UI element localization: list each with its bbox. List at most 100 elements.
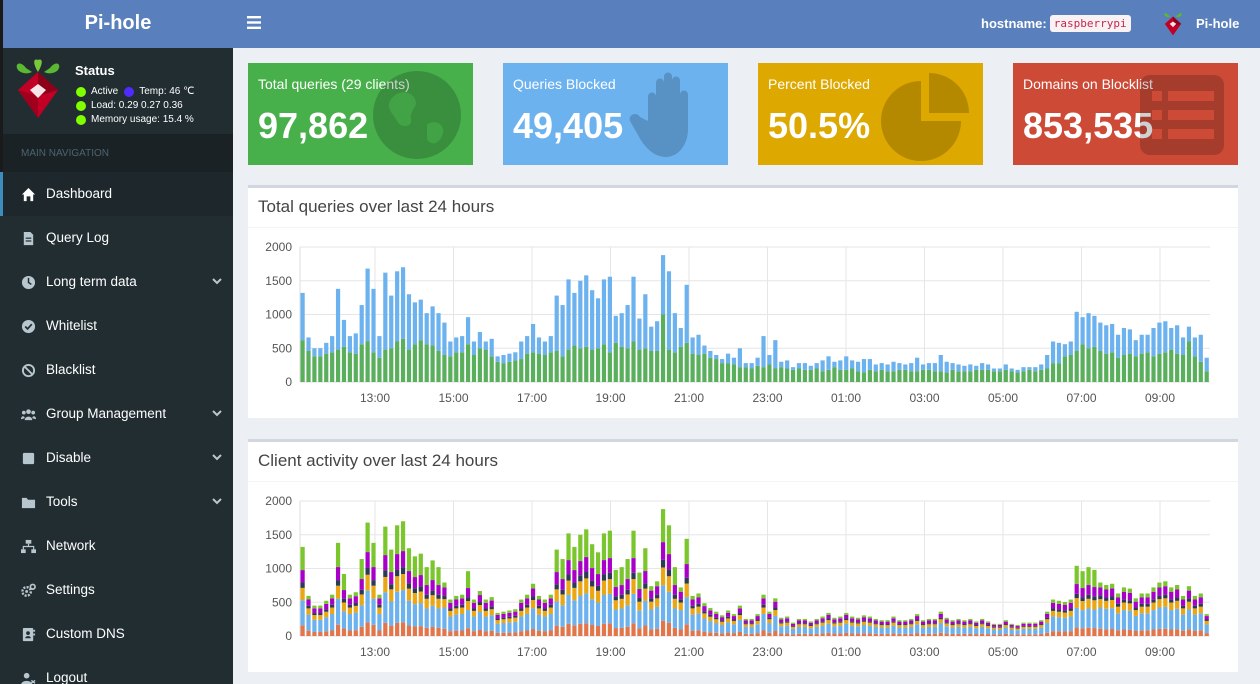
chart-bar-segment[interactable]: [1009, 626, 1014, 628]
chart-bar-segment[interactable]: [1175, 600, 1180, 609]
chart-bar-segment[interactable]: [448, 631, 453, 636]
chart-bar[interactable]: [601, 279, 607, 345]
chart-bar-segment[interactable]: [465, 601, 471, 611]
nav-whitelist[interactable]: Whitelist: [0, 304, 233, 348]
chart-bar-segment[interactable]: [554, 589, 559, 602]
chart-bar-segment[interactable]: [1074, 584, 1079, 594]
chart-bar-segment[interactable]: [424, 594, 429, 599]
chart-bar-segment[interactable]: [501, 619, 506, 624]
chart-bar-segment[interactable]: [920, 625, 926, 628]
chart-bar-segment[interactable]: [1133, 598, 1138, 602]
chart-bar-segment[interactable]: [974, 628, 979, 635]
chart-bar[interactable]: [1033, 371, 1038, 382]
chart-bar-segment[interactable]: [731, 619, 737, 621]
chart-bar-segment[interactable]: [985, 621, 991, 623]
chart-bar[interactable]: [607, 276, 612, 353]
chart-bar-segment[interactable]: [318, 605, 323, 609]
chart-bar-segment[interactable]: [371, 624, 376, 636]
chart-bar-segment[interactable]: [891, 621, 896, 623]
chart-bar-segment[interactable]: [353, 592, 358, 597]
chart-bar-segment[interactable]: [1039, 621, 1044, 625]
chart-bar-segment[interactable]: [737, 615, 742, 620]
chart-bar-segment[interactable]: [406, 583, 412, 589]
chart-bar-segment[interactable]: [873, 624, 878, 627]
chart-bar[interactable]: [926, 363, 932, 370]
chart-bar-segment[interactable]: [395, 622, 400, 636]
chart-bar-segment[interactable]: [1163, 581, 1168, 587]
chart-bar[interactable]: [643, 348, 648, 382]
chart-bar-segment[interactable]: [1169, 610, 1174, 630]
chart-bar-segment[interactable]: [649, 586, 654, 591]
chart-bar[interactable]: [1186, 326, 1192, 342]
chart-bar-segment[interactable]: [412, 604, 417, 627]
chart-bar[interactable]: [767, 355, 772, 365]
chart-bar-segment[interactable]: [767, 623, 772, 633]
chart-bar[interactable]: [572, 292, 577, 346]
chart-bar-segment[interactable]: [389, 625, 394, 636]
chart-bar-segment[interactable]: [909, 626, 914, 634]
chart-bar-segment[interactable]: [702, 613, 707, 619]
chart-bar[interactable]: [932, 363, 937, 372]
chart-bar-segment[interactable]: [430, 605, 435, 627]
chart-bar-segment[interactable]: [991, 627, 997, 630]
chart-bar-segment[interactable]: [383, 570, 388, 577]
chart-bar-segment[interactable]: [997, 626, 1002, 628]
chart-bar-segment[interactable]: [418, 553, 423, 576]
chart-bar-segment[interactable]: [359, 594, 364, 606]
chart-bar-segment[interactable]: [430, 580, 435, 591]
chart-bar[interactable]: [607, 352, 612, 382]
chart-bar-segment[interactable]: [572, 625, 577, 636]
chart-bar-segment[interactable]: [554, 584, 559, 590]
chart-bar-segment[interactable]: [1127, 629, 1132, 636]
chart-bar[interactable]: [560, 356, 565, 382]
chart-bar-segment[interactable]: [365, 622, 370, 636]
chart-bar[interactable]: [347, 336, 352, 353]
chart-bar-segment[interactable]: [436, 598, 441, 609]
chart-bar-segment[interactable]: [1186, 609, 1192, 630]
chart-bar-segment[interactable]: [1086, 608, 1091, 628]
chart-bar-segment[interactable]: [560, 559, 565, 580]
chart-bar-segment[interactable]: [1068, 599, 1073, 603]
chart-bar[interactable]: [1074, 311, 1079, 351]
chart-bar-segment[interactable]: [1062, 605, 1067, 611]
chart-bar-segment[interactable]: [826, 632, 831, 636]
chart-bar-segment[interactable]: [1092, 596, 1097, 601]
chart-bar-segment[interactable]: [418, 626, 423, 636]
chart-bar-segment[interactable]: [956, 633, 961, 636]
chart-bar-segment[interactable]: [672, 608, 677, 628]
chart-bar-segment[interactable]: [300, 546, 305, 571]
chart-bar-segment[interactable]: [867, 618, 872, 622]
chart-bar-segment[interactable]: [666, 525, 672, 555]
chart-bar[interactable]: [1080, 344, 1085, 382]
chart-bar-segment[interactable]: [430, 590, 435, 596]
chart-bar-segment[interactable]: [1080, 588, 1085, 598]
chart-bar[interactable]: [891, 361, 896, 372]
chart-bar-segment[interactable]: [725, 632, 731, 636]
chart-bar-segment[interactable]: [1056, 631, 1062, 636]
chart-bar[interactable]: [838, 360, 843, 370]
chart-bar[interactable]: [1198, 361, 1203, 382]
chart-bar-segment[interactable]: [861, 633, 867, 636]
chart-bar-segment[interactable]: [725, 618, 731, 623]
chart-bar-segment[interactable]: [1039, 625, 1044, 628]
chart-bar-segment[interactable]: [1133, 630, 1138, 636]
chart-bar[interactable]: [442, 322, 447, 355]
chart-bar-segment[interactable]: [790, 628, 796, 635]
chart-bar[interactable]: [536, 353, 542, 382]
chart-bar[interactable]: [690, 337, 695, 354]
chart-bar-segment[interactable]: [371, 580, 376, 586]
chart-bar-segment[interactable]: [300, 570, 305, 583]
chart-bar-segment[interactable]: [530, 583, 536, 589]
chart-bar-segment[interactable]: [560, 579, 565, 590]
chart-bar-segment[interactable]: [1086, 567, 1091, 586]
chart-bar-segment[interactable]: [1009, 634, 1014, 636]
chart-bar-segment[interactable]: [1110, 608, 1115, 630]
chart-bar-segment[interactable]: [1121, 602, 1127, 611]
chart-bar-segment[interactable]: [312, 608, 317, 614]
chart-bar-segment[interactable]: [442, 587, 447, 596]
chart-bar[interactable]: [312, 348, 317, 357]
chart-bar-segment[interactable]: [731, 614, 737, 617]
chart-bar-segment[interactable]: [1115, 630, 1121, 636]
chart-bar-segment[interactable]: [1198, 593, 1203, 598]
chart-bar-segment[interactable]: [1003, 624, 1008, 626]
